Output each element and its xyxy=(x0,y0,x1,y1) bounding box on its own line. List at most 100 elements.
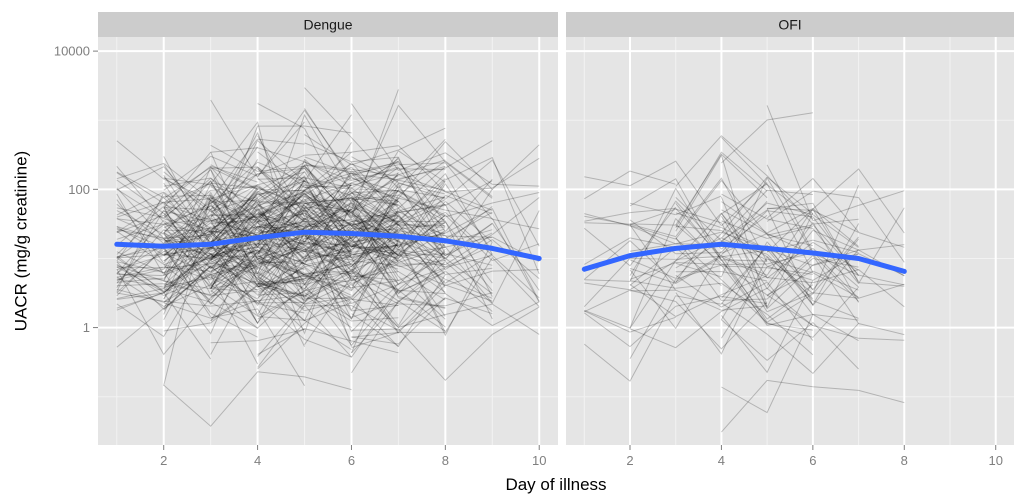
patient-line xyxy=(257,151,399,189)
panel-background xyxy=(566,37,1014,445)
patient-line xyxy=(304,182,399,201)
patient-line xyxy=(116,263,259,365)
patient-line xyxy=(675,270,768,282)
patient-line xyxy=(304,198,399,256)
patient-line xyxy=(163,204,258,221)
patient-line xyxy=(116,292,305,307)
patient-line xyxy=(304,140,493,203)
patient-line xyxy=(675,151,768,229)
patient-line xyxy=(629,178,768,262)
patient-line xyxy=(163,176,352,232)
patient-line xyxy=(210,280,305,308)
patient-line xyxy=(163,191,259,290)
patient-line xyxy=(257,159,446,247)
patient-line xyxy=(163,199,305,315)
patient-line xyxy=(210,201,352,286)
patient-line xyxy=(351,239,493,337)
patient-line xyxy=(351,248,493,299)
patient-line xyxy=(257,200,446,248)
patient-line xyxy=(351,197,446,309)
patient-line xyxy=(351,228,446,259)
patient-line xyxy=(304,248,446,327)
patient-line xyxy=(767,207,905,248)
strip-label-ofi: OFI xyxy=(778,17,801,33)
patient-line xyxy=(629,252,814,280)
patient-line xyxy=(304,166,493,233)
patient-line xyxy=(163,223,352,320)
patient-line xyxy=(163,214,258,243)
patient-line xyxy=(257,201,399,277)
patient-line xyxy=(351,156,540,247)
patient-line xyxy=(163,232,352,305)
patient-line xyxy=(351,178,446,264)
x-tick-label: 4 xyxy=(718,453,725,468)
patient-line xyxy=(257,177,352,189)
patient-line xyxy=(116,249,258,269)
patient-line xyxy=(210,266,305,304)
patient-line xyxy=(675,224,859,296)
patient-line xyxy=(721,208,860,282)
patient-line xyxy=(257,273,352,298)
patient-line xyxy=(116,199,258,300)
patient-line xyxy=(210,255,399,318)
patient-line xyxy=(210,204,305,254)
patient-line xyxy=(210,260,352,322)
patient-line xyxy=(210,190,399,273)
patient-line xyxy=(721,319,859,370)
patient-line xyxy=(116,197,258,255)
x-tick-label: 6 xyxy=(809,453,816,468)
patient-line xyxy=(351,331,446,349)
patient-line xyxy=(210,204,305,234)
y-tick-label: 10000 xyxy=(54,44,90,59)
patient-line xyxy=(210,246,352,344)
patient-line xyxy=(584,289,768,350)
patient-line xyxy=(210,164,352,223)
patient-line xyxy=(210,158,352,275)
patient-line xyxy=(116,265,212,303)
patient-line xyxy=(721,220,814,240)
patient-line xyxy=(766,294,905,341)
patient-line xyxy=(257,226,352,277)
patient-line xyxy=(766,190,905,263)
patient-line xyxy=(257,222,446,277)
patient-line xyxy=(163,176,258,212)
patient-line xyxy=(351,221,446,269)
patient-line xyxy=(304,104,493,229)
patient-line xyxy=(116,219,258,256)
patient-line xyxy=(163,201,352,262)
patient-line xyxy=(163,239,352,299)
patient-line xyxy=(721,379,905,433)
patient-line xyxy=(163,371,352,427)
patient-line xyxy=(163,185,305,233)
patient-line xyxy=(210,175,399,282)
patient-line xyxy=(116,188,211,230)
patient-line xyxy=(163,227,258,240)
patient-line xyxy=(257,179,446,268)
patient-line xyxy=(351,306,540,382)
patient-line xyxy=(210,283,399,346)
patient-line xyxy=(116,162,212,201)
patient-line xyxy=(351,211,493,260)
patient-line xyxy=(304,297,493,331)
patient-line xyxy=(304,228,446,309)
patient-line xyxy=(210,99,399,203)
patient-line xyxy=(304,220,399,258)
patient-line xyxy=(116,246,258,292)
patient-line xyxy=(675,274,814,341)
patient-line xyxy=(351,274,446,348)
patient-line xyxy=(210,227,399,307)
patient-line xyxy=(257,316,352,351)
patient-line xyxy=(163,202,352,286)
patient-line xyxy=(351,300,446,374)
patient-line xyxy=(351,210,493,248)
patient-line xyxy=(304,156,446,181)
patient-line xyxy=(584,177,768,262)
patient-line xyxy=(210,221,352,289)
patient-line xyxy=(116,214,258,270)
patient-line xyxy=(210,113,399,249)
patient-line xyxy=(584,207,722,257)
x-tick-label: 6 xyxy=(348,453,355,468)
patient-line xyxy=(675,202,814,320)
patient-line xyxy=(304,164,399,177)
patient-line xyxy=(210,161,305,204)
